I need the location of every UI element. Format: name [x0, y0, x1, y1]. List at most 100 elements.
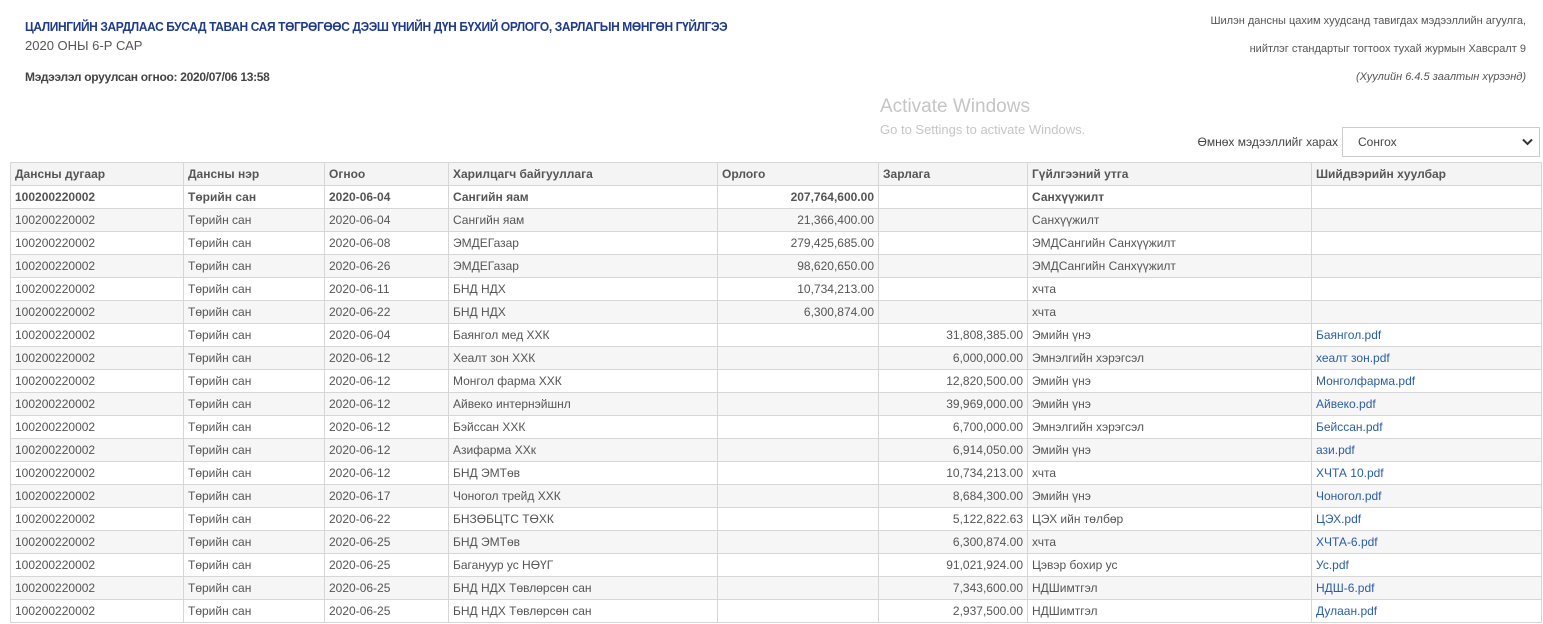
- cell-counterparty: БНД НДХ: [448, 277, 718, 301]
- cell-expense: 6,700,000.00: [878, 415, 1028, 439]
- decision-file-link[interactable]: хеалт зон.pdf: [1316, 351, 1390, 365]
- decision-file-link[interactable]: ХЧТА-6.pdf: [1316, 535, 1378, 549]
- table-row: 100200220002 Төрийн сан 2020-06-12 Хеалт зо…: [10, 346, 1542, 370]
- select-value: Сонгох: [1358, 135, 1397, 149]
- table-row: 100200220002 Төрийн сан 2020-06-25 БНД НДХ …: [10, 599, 1542, 623]
- column-header-decision-copy: Шийдвэрийн хуулбар: [1311, 162, 1542, 186]
- cell-account-number: 100200220002: [10, 553, 184, 577]
- regulation-line-1: Шилэн дансны цахим хуудсанд тавигдах мэд…: [1210, 15, 1526, 27]
- cell-account-number: 100200220002: [10, 300, 184, 324]
- cell-date: 2020-06-08: [324, 231, 449, 255]
- cell-counterparty: Сангийн яам: [448, 208, 718, 232]
- cell-description: хчта: [1027, 277, 1312, 301]
- cell-decision-copy: хеалт зон.pdf: [1311, 346, 1542, 370]
- cell-account-name: Төрийн сан: [183, 254, 325, 278]
- cell-date: 2020-06-12: [324, 369, 449, 393]
- regulation-line-3: (Хуулийн 6.4.5 заалтын хүрээнд): [1356, 71, 1526, 83]
- cell-decision-copy: Баянгол.pdf: [1311, 323, 1542, 347]
- cell-date: 2020-06-12: [324, 438, 449, 462]
- cell-income: [717, 576, 879, 600]
- table-row: 100200220002 Төрийн сан 2020-06-12 Айвеко и…: [10, 392, 1542, 416]
- cell-decision-copy: НДШ-6.pdf: [1311, 576, 1542, 600]
- cell-description: хчта: [1027, 530, 1312, 554]
- cell-description: Эмийн үнэ: [1027, 323, 1312, 347]
- cell-decision-copy: ХЧТА 10.pdf: [1311, 461, 1542, 485]
- cell-account-name: Төрийн сан: [183, 530, 325, 554]
- decision-file-link[interactable]: Чоногол.pdf: [1316, 489, 1382, 503]
- cell-description: Эмнэлгийн хэрэгсэл: [1027, 346, 1312, 370]
- cell-counterparty: БНД НДХ Төвлөрсөн сан: [448, 576, 718, 600]
- cell-date: 2020-06-12: [324, 392, 449, 416]
- cell-account-name: Төрийн сан: [183, 392, 325, 416]
- cell-decision-copy: Ус.pdf: [1311, 553, 1542, 577]
- cell-counterparty: БНД НДХ Төвлөрсөн сан: [448, 599, 718, 623]
- cell-description: ЭМДСангийн Санхүүжилт: [1027, 231, 1312, 255]
- cell-description: Эмийн үнэ: [1027, 438, 1312, 462]
- decision-file-link[interactable]: Баянгол.pdf: [1316, 328, 1382, 342]
- cell-decision-copy: [1311, 208, 1542, 232]
- cell-counterparty: БНД ЭМТөв: [448, 530, 718, 554]
- decision-file-link[interactable]: ЦЭХ.pdf: [1316, 512, 1362, 526]
- cell-counterparty: Монгол фарма ХХК: [448, 369, 718, 393]
- cell-income: 207,764,600.00: [717, 185, 879, 209]
- cell-description: Эмнэлгийн хэрэгсэл: [1027, 415, 1312, 439]
- cell-account-name: Төрийн сан: [183, 438, 325, 462]
- cell-counterparty: Багануур ус НӨҮГ: [448, 553, 718, 577]
- cell-income: [717, 323, 879, 347]
- cell-account-name: Төрийн сан: [183, 576, 325, 600]
- cell-account-name: Төрийн сан: [183, 553, 325, 577]
- cell-expense: [878, 254, 1028, 278]
- table-row: 100200220002 Төрийн сан 2020-06-25 Багануур…: [10, 553, 1542, 577]
- decision-file-link[interactable]: ХЧТА 10.pdf: [1316, 466, 1384, 480]
- cell-date: 2020-06-25: [324, 599, 449, 623]
- cell-expense: 12,820,500.00: [878, 369, 1028, 393]
- decision-file-link[interactable]: Монголфарма.pdf: [1316, 374, 1416, 388]
- cell-account-name: Төрийн сан: [183, 484, 325, 508]
- cell-account-number: 100200220002: [10, 231, 184, 255]
- cell-account-number: 100200220002: [10, 507, 184, 531]
- decision-file-link[interactable]: Дулаан.pdf: [1316, 604, 1378, 618]
- regulation-line-2: нийтлэг стандартыг тогтоох тухай журмын …: [1249, 43, 1526, 55]
- cell-decision-copy: Чоногол.pdf: [1311, 484, 1542, 508]
- table-row: 100200220002 Төрийн сан 2020-06-04 Баянгол …: [10, 323, 1542, 347]
- previous-info-label: Өмнөх мэдээллийг харах: [1197, 135, 1338, 149]
- cell-income: [717, 553, 879, 577]
- cell-income: [717, 599, 879, 623]
- decision-file-link[interactable]: Бейссан.pdf: [1316, 420, 1383, 434]
- cell-account-name: Төрийн сан: [183, 185, 325, 209]
- cell-description: Эмийн үнэ: [1027, 484, 1312, 508]
- cell-expense: 31,808,385.00: [878, 323, 1028, 347]
- cell-income: [717, 415, 879, 439]
- cell-expense: [878, 185, 1028, 209]
- cell-account-number: 100200220002: [10, 599, 184, 623]
- decision-file-link[interactable]: ази.pdf: [1316, 443, 1355, 457]
- cell-expense: 39,969,000.00: [878, 392, 1028, 416]
- cell-counterparty: БНД ЭМТөв: [448, 461, 718, 485]
- decision-file-link[interactable]: НДШ-6.pdf: [1316, 581, 1375, 595]
- posted-date: Мэдээлэл оруулсан огноо: 2020/07/06 13:5…: [25, 70, 270, 84]
- cell-income: [717, 507, 879, 531]
- cell-decision-copy: Бейссан.pdf: [1311, 415, 1542, 439]
- cell-income: 21,366,400.00: [717, 208, 879, 232]
- table-header-row: Дансны дугаар Дансны нэр Огноо Харилцагч ба…: [10, 162, 1542, 186]
- decision-file-link[interactable]: Айвеко.pdf: [1316, 397, 1376, 411]
- cell-date: 2020-06-12: [324, 415, 449, 439]
- cell-counterparty: Чоногол трейд ХХК: [448, 484, 718, 508]
- cell-account-name: Төрийн сан: [183, 415, 325, 439]
- cell-description: ЭМДСангийн Санхүүжилт: [1027, 254, 1312, 278]
- cell-decision-copy: [1311, 231, 1542, 255]
- table-row: 100200220002 Төрийн сан 2020-06-12 Бэйссан …: [10, 415, 1542, 439]
- cell-account-name: Төрийн сан: [183, 277, 325, 301]
- cell-decision-copy: ази.pdf: [1311, 438, 1542, 462]
- cell-description: НДШимтгэл: [1027, 599, 1312, 623]
- cell-counterparty: ЭМДЕГазар: [448, 231, 718, 255]
- cell-decision-copy: ХЧТА-6.pdf: [1311, 530, 1542, 554]
- cell-date: 2020-06-25: [324, 576, 449, 600]
- previous-info-select[interactable]: Сонгох: [1342, 127, 1540, 157]
- table-row: 100200220002 Төрийн сан 2020-06-12 БНД ЭМТө…: [10, 461, 1542, 485]
- decision-file-link[interactable]: Ус.pdf: [1316, 558, 1349, 572]
- cell-account-number: 100200220002: [10, 208, 184, 232]
- column-header-description: Гүйлгээний утга: [1027, 162, 1312, 186]
- cell-account-number: 100200220002: [10, 461, 184, 485]
- cell-description: Эмийн үнэ: [1027, 369, 1312, 393]
